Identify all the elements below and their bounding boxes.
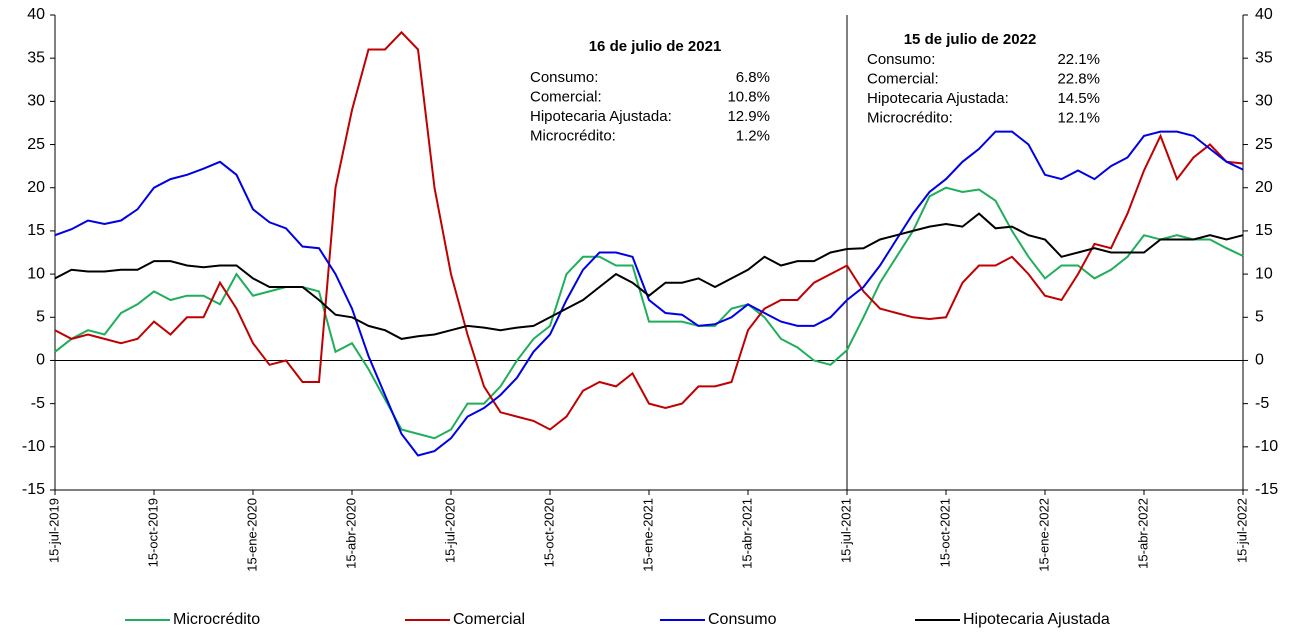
x-tick-label: 15-ene-2022 — [1036, 498, 1051, 572]
legend-label: Microcrédito — [173, 611, 260, 628]
y2-tick-label: 35 — [1255, 49, 1273, 66]
annotation-value: 6.8% — [736, 69, 770, 86]
x-tick-label: 15-oct-2021 — [937, 498, 952, 567]
x-tick-label: 15-jul-2022 — [1234, 498, 1249, 563]
series-line — [54, 186, 1244, 440]
annotation-value: 1.2% — [736, 127, 770, 144]
annotation-value: 22.8% — [1057, 70, 1100, 87]
annotation-label: Comercial: — [530, 88, 602, 105]
annotation-label: Comercial: — [867, 70, 939, 87]
x-tick-label: 15-jul-2020 — [442, 498, 457, 563]
annotation-value: 10.8% — [727, 88, 770, 105]
x-tick-label: 15-oct-2020 — [541, 498, 556, 567]
y2-tick-label: 10 — [1255, 265, 1273, 282]
x-tick-label: 15-jul-2019 — [46, 498, 61, 563]
y-tick-label: 40 — [27, 6, 45, 23]
y2-tick-label: 0 — [1255, 352, 1264, 369]
y2-tick-label: 15 — [1255, 222, 1273, 239]
x-tick-label: 15-ene-2020 — [244, 498, 259, 572]
y2-tick-label: 20 — [1255, 179, 1273, 196]
y2-tick-label: 5 — [1255, 308, 1264, 325]
y2-tick-label: 30 — [1255, 93, 1273, 110]
annotation-title: 15 de julio de 2022 — [904, 31, 1037, 48]
legend-label: Consumo — [708, 611, 777, 628]
x-tick-label: 15-abr-2022 — [1135, 498, 1150, 569]
y-tick-label: 35 — [27, 49, 45, 66]
y2-tick-label: -15 — [1255, 481, 1278, 498]
annotation-label: Hipotecaria Ajustada: — [530, 108, 672, 125]
annotation-value: 22.1% — [1057, 51, 1100, 68]
y-tick-label: 25 — [27, 136, 45, 153]
y-tick-label: 15 — [27, 222, 45, 239]
series-line — [54, 30, 1244, 431]
x-tick-label: 15-ene-2021 — [640, 498, 655, 572]
legend-label: Hipotecaria Ajustada — [963, 611, 1110, 628]
y-tick-label: -10 — [22, 438, 45, 455]
annotation-label: Microcrédito: — [530, 127, 616, 144]
x-tick-label: 15-abr-2021 — [739, 498, 754, 569]
annotation-value: 14.5% — [1057, 90, 1100, 107]
annotation-value: 12.9% — [727, 108, 770, 125]
y2-tick-label: -5 — [1255, 395, 1269, 412]
y-tick-label: -15 — [22, 481, 45, 498]
y-tick-label: 5 — [36, 308, 45, 325]
x-tick-label: 15-jul-2021 — [838, 498, 853, 563]
annotation-value: 12.1% — [1057, 109, 1100, 126]
y-tick-label: -5 — [31, 395, 45, 412]
annotation-title: 16 de julio de 2021 — [589, 38, 722, 55]
x-tick-label: 15-oct-2019 — [145, 498, 160, 567]
x-tick-label: 15-abr-2020 — [343, 498, 358, 569]
annotation-label: Microcrédito: — [867, 109, 953, 126]
y-tick-label: 10 — [27, 265, 45, 282]
y2-tick-label: 25 — [1255, 136, 1273, 153]
annotation-label: Consumo: — [530, 69, 598, 86]
y-tick-label: 20 — [27, 179, 45, 196]
y2-tick-label: 40 — [1255, 6, 1273, 23]
series-line — [54, 212, 1244, 340]
y-tick-label: 30 — [27, 93, 45, 110]
series-line — [54, 130, 1244, 457]
legend-label: Comercial — [453, 611, 525, 628]
y2-tick-label: -10 — [1255, 438, 1278, 455]
y-tick-label: 0 — [36, 352, 45, 369]
annotation-label: Consumo: — [867, 51, 935, 68]
annotation-label: Hipotecaria Ajustada: — [867, 90, 1009, 107]
